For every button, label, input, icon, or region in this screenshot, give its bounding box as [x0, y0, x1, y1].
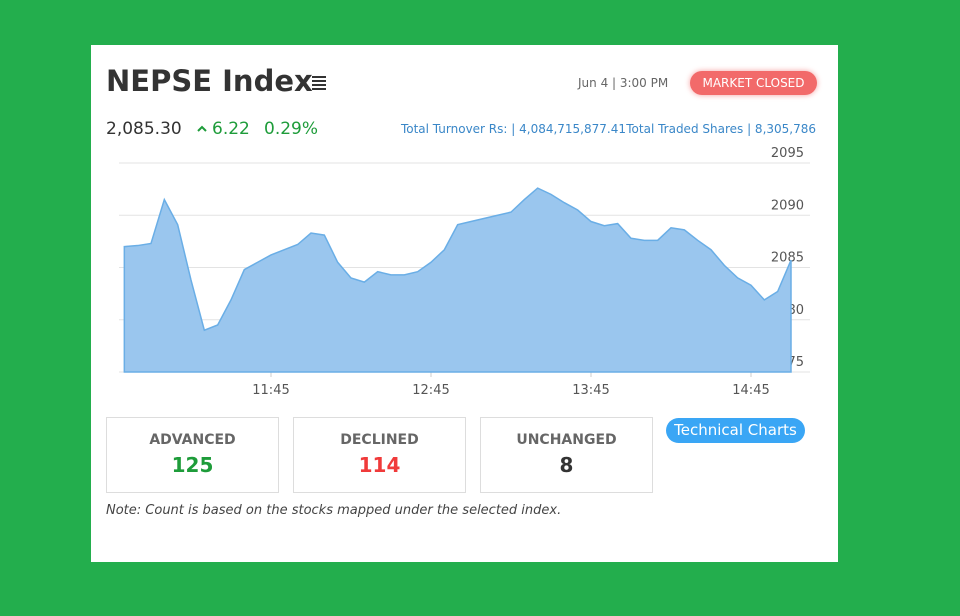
stat-value: 8	[559, 453, 574, 477]
y-tick-label: 2085	[771, 251, 804, 266]
stat-label: ADVANCED	[149, 432, 236, 448]
stat-box: ADVANCED 125	[106, 417, 279, 493]
turnover: Total Turnover Rs: | 4,084,715,877.41	[400, 122, 626, 136]
change-percent: 0.29%	[264, 119, 319, 139]
y-tick-label: 2095	[771, 146, 804, 161]
up-caret	[197, 125, 207, 132]
change: 6.22	[212, 119, 250, 139]
y-tick-label: 2090	[771, 198, 804, 213]
market-status: MARKET CLOSED	[690, 71, 817, 95]
stat-label: DECLINED	[340, 432, 419, 448]
x-tick-label: 11:45	[252, 383, 289, 398]
note: Note: Count is based on the stocks mappe…	[106, 503, 562, 518]
stat-value: 125	[171, 453, 214, 477]
menu-icon[interactable]	[311, 75, 327, 91]
stat-box: UNCHANGED 8	[480, 417, 653, 493]
area	[123, 187, 792, 373]
x-tick-label: 13:45	[572, 383, 609, 398]
datetime: Jun 4 | 3:00 PM	[578, 76, 669, 90]
x-tick-label: 12:45	[412, 383, 449, 398]
stat-box: DECLINED 114	[293, 417, 466, 493]
traded-shares: Total Traded Shares | 8,305,786	[626, 122, 816, 136]
technical-charts-button[interactable]: Technical Charts	[666, 418, 805, 443]
stat-value: 114	[358, 453, 401, 477]
x-tick-label: 14:45	[732, 383, 769, 398]
index-value: 2,085.30	[106, 119, 182, 139]
title: NEPSE Index	[106, 64, 313, 98]
stat-label: UNCHANGED	[516, 432, 617, 448]
